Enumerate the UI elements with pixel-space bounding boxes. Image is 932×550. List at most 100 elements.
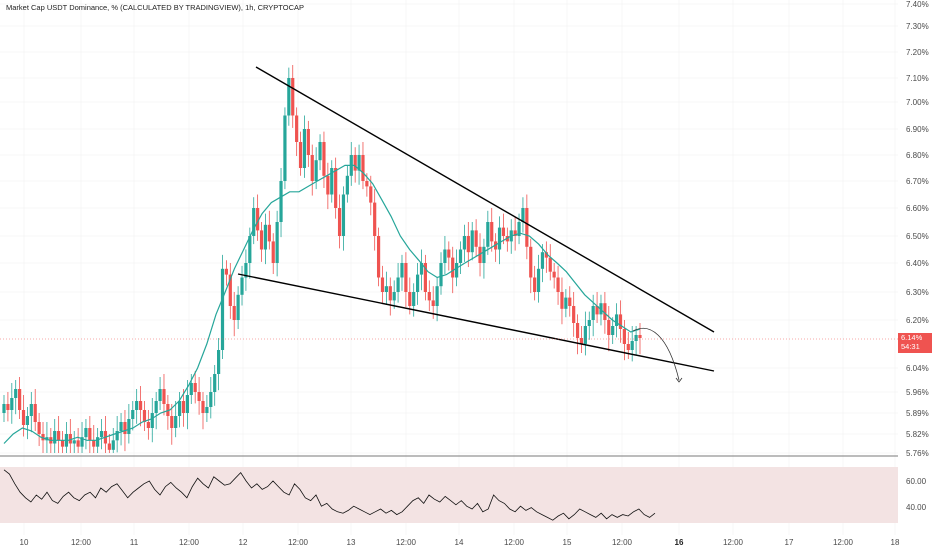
candle-body bbox=[271, 241, 275, 263]
candle-body bbox=[88, 428, 92, 441]
candle-body bbox=[252, 208, 256, 236]
candle-body bbox=[603, 303, 607, 320]
candle-body bbox=[318, 142, 322, 161]
candle-body bbox=[392, 292, 396, 301]
candle-body bbox=[314, 160, 318, 181]
candle-body bbox=[205, 407, 209, 413]
price-tick-label: 6.30% bbox=[906, 288, 929, 297]
bar-countdown: 54:31 bbox=[901, 342, 920, 351]
candle-body bbox=[291, 78, 295, 116]
time-tick-label: 13 bbox=[347, 538, 356, 547]
candle-body bbox=[275, 222, 279, 263]
candle-body bbox=[353, 155, 357, 171]
time-tick-label: 12:00 bbox=[179, 538, 200, 547]
candle-body bbox=[334, 168, 338, 208]
candle-body bbox=[622, 329, 626, 344]
candle-body bbox=[536, 268, 541, 292]
candle-body bbox=[384, 286, 388, 292]
candle-body bbox=[322, 142, 326, 176]
candle-body bbox=[53, 431, 57, 444]
candle-body bbox=[630, 341, 634, 350]
projection-arrow bbox=[632, 327, 680, 381]
candle-body bbox=[458, 249, 463, 263]
candle-body bbox=[533, 277, 537, 292]
rsi-tick-label: 60.00 bbox=[906, 477, 927, 486]
time-tick-label: 12:00 bbox=[723, 538, 744, 547]
candle-body bbox=[170, 416, 174, 428]
candle-body bbox=[228, 274, 232, 306]
time-tick-label: 17 bbox=[785, 538, 794, 547]
candle-body bbox=[595, 306, 599, 315]
rsi-tick-label: 40.00 bbox=[906, 503, 927, 512]
time-tick-label: 11 bbox=[130, 538, 139, 547]
candle-body bbox=[634, 335, 638, 341]
candle-body bbox=[638, 335, 642, 338]
time-tick-label: 12:00 bbox=[71, 538, 92, 547]
candle-body bbox=[361, 155, 365, 181]
time-tick-label: 14 bbox=[455, 538, 464, 547]
candle-body bbox=[618, 314, 623, 329]
candle-body bbox=[423, 263, 427, 292]
candle-body bbox=[376, 236, 381, 278]
candle-body bbox=[283, 115, 287, 181]
time-tick-label: 12:00 bbox=[612, 538, 633, 547]
candle-body bbox=[224, 268, 229, 275]
candle-body bbox=[60, 440, 65, 447]
candle-body bbox=[435, 286, 439, 306]
candle-body bbox=[244, 263, 248, 278]
candle-body bbox=[587, 320, 591, 326]
candle-body bbox=[29, 404, 33, 416]
candle-body bbox=[396, 277, 400, 292]
candle-body bbox=[197, 392, 201, 401]
candle-body bbox=[295, 115, 299, 142]
candle-body bbox=[357, 155, 361, 171]
candle-body bbox=[76, 440, 80, 447]
candle-body bbox=[439, 263, 443, 287]
candle-body bbox=[388, 286, 392, 301]
rsi-axis: 60.00 40.00 bbox=[906, 477, 927, 512]
candle-body bbox=[2, 404, 6, 413]
candle-body bbox=[14, 389, 18, 398]
candle-body bbox=[220, 268, 225, 350]
candle-body bbox=[213, 374, 217, 392]
time-tick-label: 18 bbox=[891, 538, 900, 547]
candle-body bbox=[626, 344, 630, 350]
time-tick-label: 12:00 bbox=[504, 538, 525, 547]
candle-body bbox=[209, 392, 213, 407]
candle-body bbox=[127, 419, 131, 434]
price-tick-label: 7.30% bbox=[906, 22, 929, 31]
candle-body bbox=[544, 252, 548, 258]
candle-body bbox=[326, 175, 330, 195]
chart-title: Market Cap USDT Dominance, % (CALCULATED… bbox=[6, 3, 305, 12]
price-tick-label: 6.50% bbox=[906, 232, 929, 241]
candle-body bbox=[138, 401, 143, 410]
candle-body bbox=[529, 246, 533, 278]
candle-body bbox=[298, 142, 303, 168]
candle-body bbox=[575, 323, 580, 338]
candle-body bbox=[135, 401, 139, 410]
candle-body bbox=[337, 208, 342, 236]
candle-body bbox=[236, 294, 240, 320]
candle-body bbox=[248, 236, 252, 263]
candle-body bbox=[548, 257, 552, 272]
candle-body bbox=[412, 292, 416, 306]
candle-body bbox=[217, 350, 221, 374]
price-tick-label: 6.70% bbox=[906, 177, 929, 186]
candle-body bbox=[455, 263, 459, 278]
candle-body bbox=[564, 297, 568, 309]
projection-arrowhead bbox=[675, 377, 683, 383]
candle-body bbox=[279, 181, 283, 222]
time-tick-label: 10 bbox=[20, 538, 29, 547]
grid bbox=[0, 0, 898, 535]
candle-body bbox=[447, 249, 451, 258]
candle-body bbox=[68, 434, 72, 444]
candle-body bbox=[84, 428, 88, 438]
last-price-tag: 6.14% 54:31 bbox=[898, 333, 932, 353]
time-tick-label: 12:00 bbox=[833, 538, 854, 547]
candle-body bbox=[540, 252, 545, 269]
candle-body bbox=[310, 155, 314, 181]
candle-body bbox=[263, 224, 268, 250]
candle-body bbox=[470, 230, 474, 253]
price-tick-label: 7.20% bbox=[906, 48, 929, 57]
